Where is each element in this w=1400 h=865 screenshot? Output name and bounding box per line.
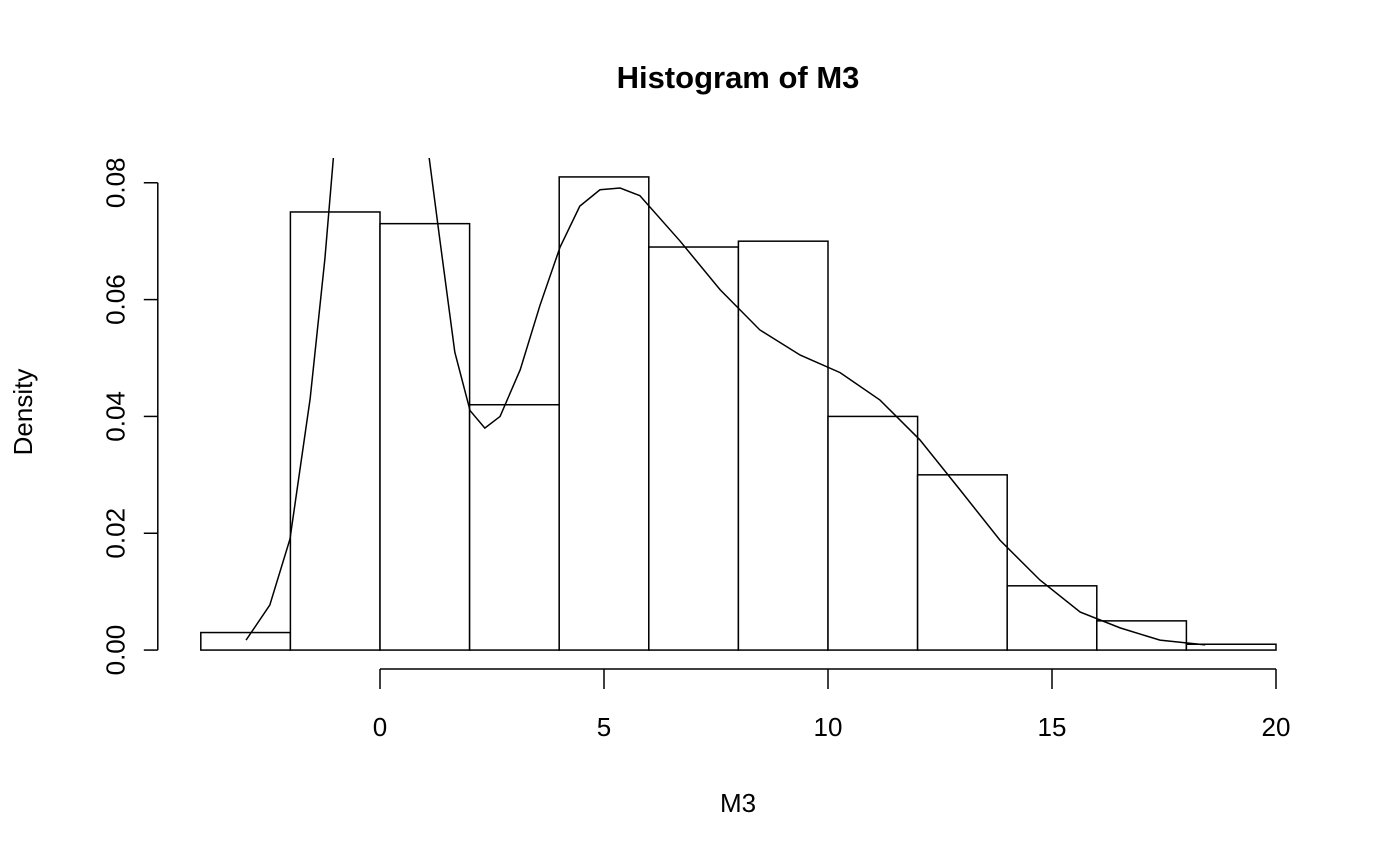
chart-title: Histogram of M3 <box>617 60 860 95</box>
x-tick-label: 20 <box>1262 712 1291 742</box>
x-tick-label: 15 <box>1038 712 1067 742</box>
bar <box>1006 585 1098 651</box>
bar <box>379 222 471 651</box>
y-tick-label: 0.08 <box>101 157 131 208</box>
density-line <box>245 158 1206 646</box>
bar <box>648 246 740 651</box>
x-tick-label: 0 <box>373 712 387 742</box>
bar <box>1185 643 1277 651</box>
x-tick-label: 5 <box>597 712 611 742</box>
bar <box>916 474 1008 651</box>
bar <box>289 211 381 651</box>
bar <box>737 240 829 651</box>
bar <box>1096 620 1188 651</box>
x-axis-label: M3 <box>720 788 756 818</box>
bar <box>468 403 560 651</box>
y-tick-label: 0.02 <box>101 508 131 559</box>
bar <box>558 176 650 651</box>
y-tick-label: 0.06 <box>101 274 131 325</box>
x-tick-label: 10 <box>814 712 843 742</box>
y-tick-label: 0.00 <box>101 625 131 676</box>
y-axis-label: Density <box>8 369 38 456</box>
density-group <box>245 158 1206 646</box>
bar <box>200 631 292 651</box>
bar <box>827 415 919 651</box>
y-tick-label: 0.04 <box>101 391 131 442</box>
